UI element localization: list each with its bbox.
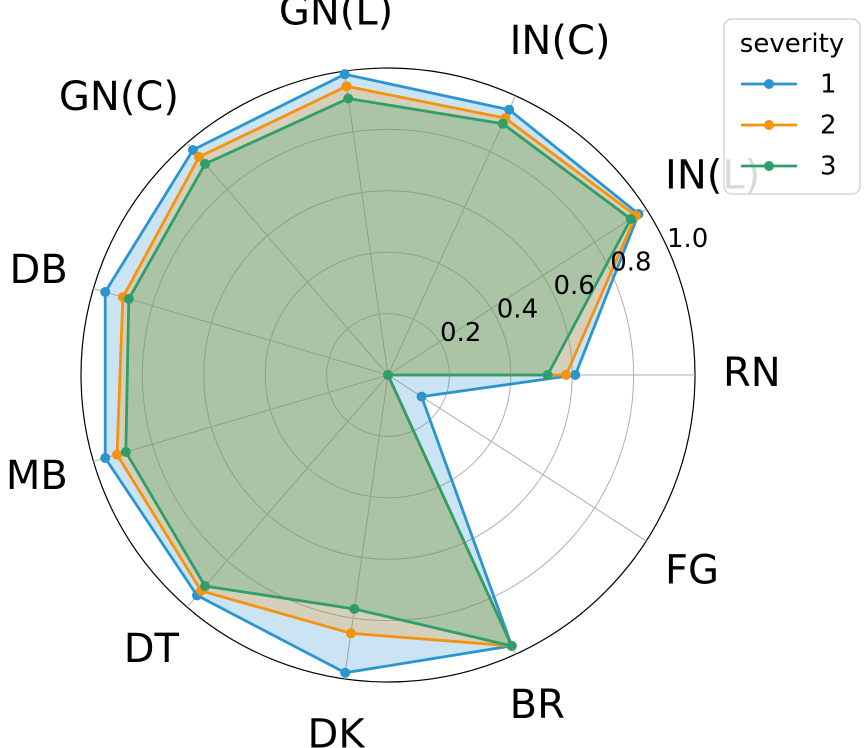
legend-label: 3 (820, 152, 837, 182)
legend-item-1: 1 (741, 70, 837, 100)
legend-marker (764, 161, 774, 171)
legend-frame (723, 18, 861, 195)
grid-spoke (93, 374, 389, 462)
grid-spoke (186, 374, 389, 608)
r-tick-label: 1.0 (667, 224, 708, 254)
category-label-FG: FG (665, 547, 719, 593)
radial-tick-labels: 0.2 0.4 0.6 0.8 1.0 (440, 224, 708, 348)
legend-item-3: 3 (741, 152, 837, 182)
series-1-point-DB (100, 286, 111, 297)
series-1-point-FG (416, 391, 427, 402)
legend-item-2: 2 (741, 111, 837, 141)
series-2-point-GN(L) (341, 81, 352, 92)
category-label-DK: DK (308, 711, 367, 748)
series-3-point-GN(L) (343, 93, 354, 104)
category-label-DT: DT (124, 626, 180, 672)
series-1-line (103, 72, 640, 675)
grid-spoke (387, 208, 647, 376)
series-3-line (124, 97, 633, 648)
r-tick-label: 0.4 (497, 295, 538, 325)
series-2-point-GN(C) (194, 151, 205, 162)
category-label-DB: DB (10, 247, 68, 293)
series-1-point-IN(C) (504, 104, 515, 115)
series-2-point-RN (561, 370, 572, 380)
series-3-point-BR (506, 640, 517, 651)
category-label-MB: MB (6, 453, 68, 499)
category-label-GN(C): GN(C) (59, 74, 179, 120)
category-label-IN(C): IN(C) (510, 18, 611, 64)
series-2-point-DK (345, 628, 356, 639)
series-3-area (125, 98, 631, 646)
grid-spoke (387, 95, 516, 376)
grid-spoke (186, 142, 389, 376)
legend-label: 1 (820, 70, 837, 100)
series-1-point-MB (100, 453, 111, 464)
series-1-point-GN(L) (339, 69, 350, 80)
grid-spoke (343, 374, 389, 679)
category-label-GN(L): GN(L) (279, 0, 393, 35)
series-1-point-DK (340, 667, 351, 678)
series-2-point-MB (112, 449, 123, 460)
legend: severity 1 2 3 (723, 18, 861, 195)
series-3 (120, 93, 636, 651)
grid-spoke (93, 288, 389, 376)
series-3-point-MB (120, 446, 131, 457)
series-3-point-FG (383, 370, 393, 380)
series-2-area (117, 86, 636, 646)
category-label-RN: RN (723, 350, 781, 396)
legend-title: severity (740, 29, 844, 59)
series-3-point-RN (542, 370, 553, 380)
legend-marker (764, 120, 774, 130)
series-3-point-GN(C) (200, 158, 211, 169)
series-1-area (105, 74, 639, 673)
grid (80, 67, 696, 683)
series-3-point-DK (349, 603, 360, 614)
legend-label: 2 (820, 111, 837, 141)
r-tick-label: 0.8 (610, 248, 651, 278)
series-1-point-GN(C) (187, 144, 198, 155)
series-3-point-IN(L) (625, 213, 636, 224)
series-area (100, 69, 644, 678)
series-3-point-DB (123, 293, 134, 304)
legend-marker (764, 79, 774, 89)
category-label-BR: BR (510, 682, 565, 728)
series-3-point-IN(C) (497, 118, 508, 129)
grid-spoke (343, 71, 389, 376)
series-3-point-DT (200, 581, 211, 592)
r-tick-label: 0.6 (553, 271, 594, 301)
series-1-point-RN (570, 370, 581, 380)
grid-spoke (387, 374, 647, 542)
r-tick-label: 0.2 (440, 318, 481, 348)
